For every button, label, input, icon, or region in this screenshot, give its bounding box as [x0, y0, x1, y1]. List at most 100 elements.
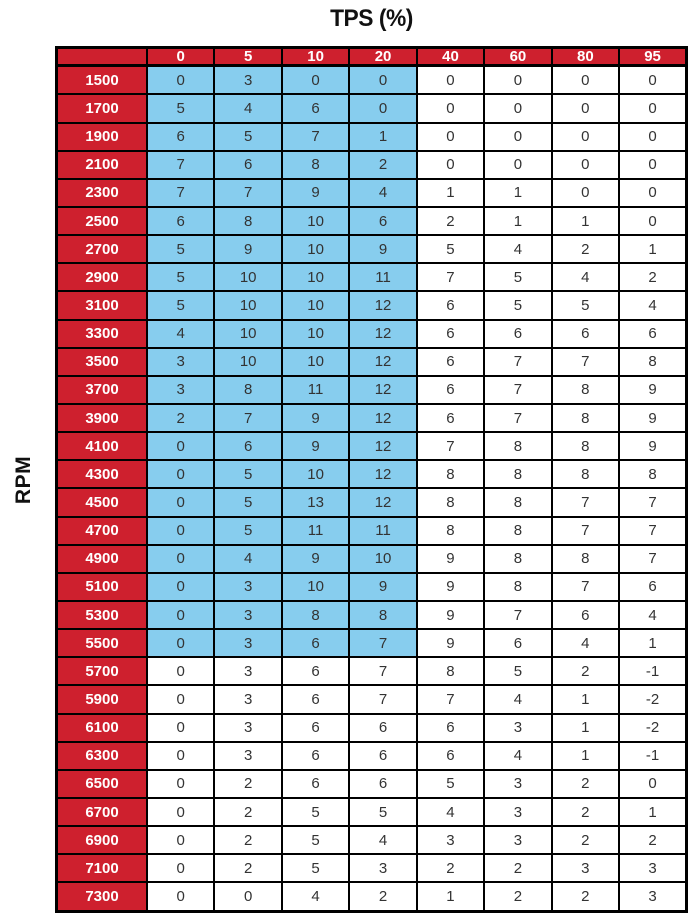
cell-3700-95: 9	[618, 374, 688, 406]
row-header-1700: 1700	[55, 93, 148, 124]
cell-3700-5: 8	[213, 374, 283, 406]
cell-1500-20: 0	[348, 64, 418, 96]
cell-3300-95: 6	[618, 318, 688, 349]
cell-5300-0: 0	[145, 599, 216, 631]
cell-2100-20: 2	[348, 149, 418, 180]
table-row-2100: 2100 7 6 8 2 0 0 0 0	[55, 149, 688, 180]
cell-6300-5: 3	[213, 740, 283, 771]
cell-5900-80: 1	[550, 684, 621, 715]
cell-3300-80: 6	[550, 318, 621, 349]
y-axis-label-wrap: RPM	[0, 46, 48, 913]
row-header-5900: 5900	[55, 684, 148, 715]
table-row-7300: 7300 0 0 4 2 1 2 2 3	[55, 881, 688, 913]
cell-4900-40: 9	[415, 543, 486, 574]
cell-3500-5: 10	[213, 346, 283, 377]
column-header-5: 5	[213, 46, 283, 67]
row-header-3300: 3300	[55, 318, 148, 349]
cell-6500-40: 5	[415, 768, 486, 799]
table-row-1900: 1900 6 5 7 1 0 0 0 0	[55, 121, 688, 152]
cell-3100-0: 5	[145, 290, 216, 321]
cell-1900-80: 0	[550, 121, 621, 152]
cell-4300-5: 5	[213, 459, 283, 490]
cell-6300-80: 1	[550, 740, 621, 771]
cell-2700-80: 2	[550, 234, 621, 265]
column-header-60: 60	[483, 46, 553, 67]
cell-1700-60: 0	[483, 93, 553, 124]
cell-1900-10: 7	[280, 121, 351, 152]
cell-2500-80: 1	[550, 206, 621, 237]
cell-6500-0: 0	[145, 768, 216, 799]
cell-6300-60: 4	[483, 740, 553, 771]
cell-6900-10: 5	[280, 825, 351, 856]
cell-2700-0: 5	[145, 234, 216, 265]
cell-2500-95: 0	[618, 206, 688, 237]
cell-7100-20: 3	[348, 853, 418, 884]
cell-2500-20: 6	[348, 206, 418, 237]
cell-6500-5: 2	[213, 768, 283, 799]
cell-4100-60: 8	[483, 431, 553, 462]
cell-7100-60: 2	[483, 853, 553, 884]
cell-3300-0: 4	[145, 318, 216, 349]
cell-4500-0: 0	[145, 487, 216, 518]
cell-2100-95: 0	[618, 149, 688, 180]
cell-4700-5: 5	[213, 515, 283, 546]
cell-4900-0: 0	[145, 543, 216, 574]
cell-6500-10: 6	[280, 768, 351, 799]
cell-4500-95: 7	[618, 487, 688, 518]
cell-5900-5: 3	[213, 684, 283, 715]
cell-2900-95: 2	[618, 262, 688, 293]
cell-6700-20: 5	[348, 796, 418, 828]
cell-2300-10: 9	[280, 177, 351, 209]
cell-5700-5: 3	[213, 656, 283, 687]
cell-3700-0: 3	[145, 374, 216, 406]
table-row-2700: 2700 5 9 10 9 5 4 2 1	[55, 234, 688, 265]
cell-3900-95: 9	[618, 403, 688, 434]
cell-4300-80: 8	[550, 459, 621, 490]
cell-3700-80: 8	[550, 374, 621, 406]
cell-4100-95: 9	[618, 431, 688, 462]
cell-3100-40: 6	[415, 290, 486, 321]
cell-2100-5: 6	[213, 149, 283, 180]
cell-3700-10: 11	[280, 374, 351, 406]
row-header-6500: 6500	[55, 768, 148, 799]
cell-3500-80: 7	[550, 346, 621, 377]
cell-6100-10: 6	[280, 712, 351, 743]
cell-4500-20: 12	[348, 487, 418, 518]
cell-4300-20: 12	[348, 459, 418, 490]
cell-6500-95: 0	[618, 768, 688, 799]
table-row-4900: 4900 0 4 9 10 9 8 8 7	[55, 543, 688, 574]
cell-4900-10: 9	[280, 543, 351, 574]
cell-3900-20: 12	[348, 403, 418, 434]
row-header-1900: 1900	[55, 121, 148, 152]
row-header-2100: 2100	[55, 149, 148, 180]
cell-5100-0: 0	[145, 571, 216, 603]
cell-2900-10: 10	[280, 262, 351, 293]
cell-4300-10: 10	[280, 459, 351, 490]
cell-6100-0: 0	[145, 712, 216, 743]
cell-4900-60: 8	[483, 543, 553, 574]
cell-6700-40: 4	[415, 796, 486, 828]
cell-6300-95: -1	[618, 740, 688, 771]
cell-3300-10: 10	[280, 318, 351, 349]
cell-2500-60: 1	[483, 206, 553, 237]
column-header-10: 10	[280, 46, 351, 67]
cell-1700-95: 0	[618, 93, 688, 124]
cell-1900-60: 0	[483, 121, 553, 152]
table-row-5500: 5500 0 3 6 7 9 6 4 1	[55, 628, 688, 659]
cell-3500-60: 7	[483, 346, 553, 377]
cell-4100-80: 8	[550, 431, 621, 462]
cell-5700-40: 8	[415, 656, 486, 687]
cell-5700-20: 7	[348, 656, 418, 687]
cell-6100-20: 6	[348, 712, 418, 743]
cell-5900-95: -2	[618, 684, 688, 715]
cell-1500-10: 0	[280, 64, 351, 96]
cell-7300-80: 2	[550, 881, 621, 913]
cell-3500-40: 6	[415, 346, 486, 377]
column-header-95: 95	[618, 46, 688, 67]
cell-5100-80: 7	[550, 571, 621, 603]
cell-3300-40: 6	[415, 318, 486, 349]
cell-4900-95: 7	[618, 543, 688, 574]
cell-2100-10: 8	[280, 149, 351, 180]
column-header-40: 40	[415, 46, 486, 67]
row-header-6700: 6700	[55, 796, 148, 828]
